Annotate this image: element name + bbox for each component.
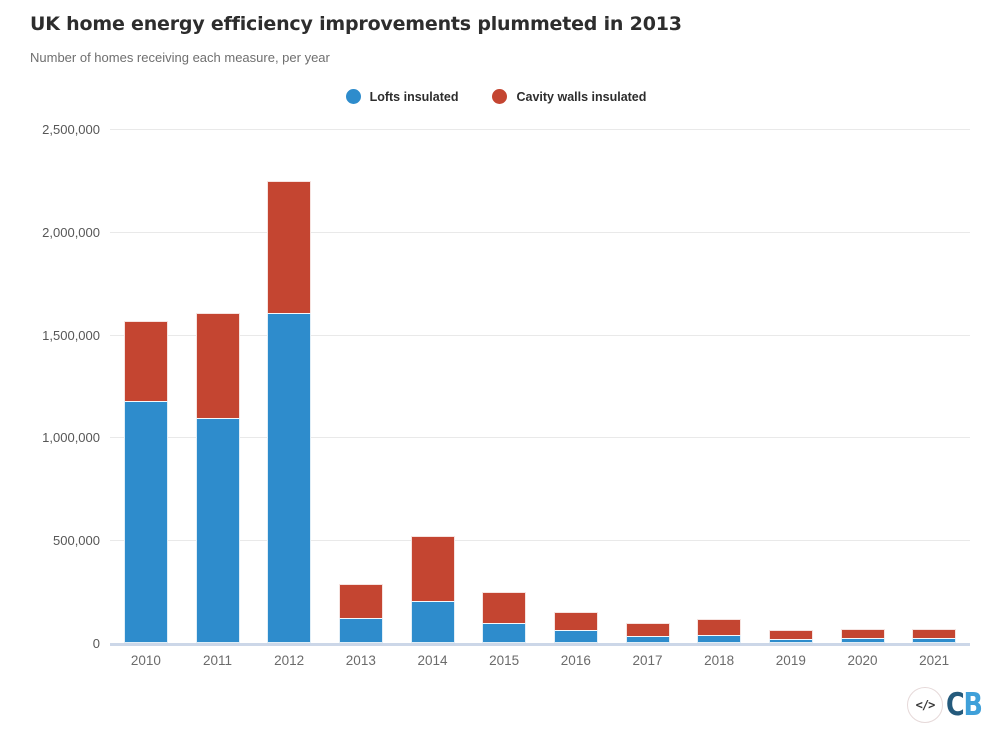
bar-group-2020: [840, 628, 885, 643]
bar-segment-cavity-2015[interactable]: [482, 592, 527, 624]
bar-group-2016: [553, 611, 598, 643]
plot-area: [110, 129, 970, 644]
bar-segment-lofts-2015[interactable]: [482, 623, 527, 643]
y-axis-labels: 0 500,000 1,000,000 1,500,000 2,000,000 2,500…: [0, 122, 100, 651]
bar-group-2018: [697, 618, 742, 643]
bar-group-2015: [482, 592, 527, 643]
bar-segment-cavity-2016[interactable]: [553, 611, 598, 631]
y-tick-label-0: 0: [92, 636, 100, 651]
lofts-legend-dot-icon: [345, 89, 361, 104]
legend-item-lofts[interactable]: Lofts insulated: [345, 89, 459, 104]
bar-segment-cavity-2010[interactable]: [123, 321, 168, 402]
bar-segment-lofts-2017[interactable]: [625, 636, 670, 643]
x-tick-label-2012: 2012: [274, 653, 305, 668]
bar-segment-lofts-2012[interactable]: [267, 313, 312, 643]
bar-segment-lofts-2010[interactable]: [123, 401, 168, 643]
x-tick-label-2010: 2010: [130, 653, 161, 668]
legend-label-cavity: Cavity walls insulated: [516, 89, 647, 104]
bar-group-2012: [267, 181, 312, 643]
y-tick-label-500000: 500,000: [53, 533, 100, 549]
logo-letter-c: C: [946, 687, 965, 723]
bar-group-2010: [123, 321, 168, 643]
x-tick-label-2011: 2011: [202, 653, 233, 668]
bar-segment-lofts-2011[interactable]: [195, 417, 240, 643]
x-axis-line: [110, 643, 970, 646]
bar-group-2013: [338, 584, 383, 643]
gridline-2000000: [110, 231, 970, 233]
bar-segment-lofts-2021[interactable]: [912, 637, 957, 643]
bar-segment-cavity-2011[interactable]: [195, 313, 240, 418]
logo-letter-b: B: [963, 687, 982, 723]
chart-title: UK home energy efficiency improvements p…: [30, 13, 682, 35]
bar-segment-lofts-2019[interactable]: [768, 638, 813, 643]
x-tick-label-2019: 2019: [775, 653, 806, 668]
code-embed-icon: </>: [915, 698, 936, 712]
gridline-2500000: [110, 129, 970, 130]
bar-segment-lofts-2013[interactable]: [338, 618, 383, 643]
bar-segment-cavity-2014[interactable]: [410, 536, 455, 601]
bar-group-2021: [912, 628, 957, 643]
bar-segment-cavity-2012[interactable]: [267, 181, 312, 314]
x-tick-label-2013: 2013: [345, 653, 376, 668]
x-tick-label-2015: 2015: [489, 653, 520, 668]
y-tick-label-2000000: 2,000,000: [42, 224, 100, 240]
carbon-brief-logo[interactable]: CB: [946, 687, 983, 723]
bar-segment-cavity-2021[interactable]: [912, 628, 957, 638]
embed-chart-button[interactable]: </>: [907, 687, 943, 723]
bar-segment-cavity-2019[interactable]: [768, 630, 813, 639]
bar-segment-lofts-2016[interactable]: [553, 630, 598, 643]
x-axis-labels: 2010 2011 2012 2013 2014 2015 2016 2017 2018 2019…: [110, 653, 970, 673]
bar-segment-cavity-2020[interactable]: [840, 628, 885, 638]
bar-group-2019: [768, 630, 813, 643]
bar-segment-lofts-2020[interactable]: [840, 637, 885, 643]
x-tick-label-2018: 2018: [704, 653, 735, 668]
cavity-legend-dot-icon: [492, 89, 508, 104]
gridline-1500000: [110, 334, 970, 336]
x-tick-label-2014: 2014: [417, 653, 448, 668]
x-tick-label-2021: 2021: [919, 653, 950, 668]
bar-segment-lofts-2014[interactable]: [410, 600, 455, 643]
bar-segment-cavity-2013[interactable]: [338, 584, 383, 619]
bar-group-2011: [195, 313, 240, 643]
bar-group-2017: [625, 623, 670, 643]
x-tick-label-2017: 2017: [632, 653, 663, 668]
bar-segment-lofts-2018[interactable]: [697, 634, 742, 643]
x-tick-label-2020: 2020: [847, 653, 878, 668]
bar-segment-cavity-2017[interactable]: [625, 623, 670, 637]
legend-label-lofts: Lofts insulated: [369, 89, 459, 104]
legend: Lofts insulated Cavity walls insulated: [0, 89, 992, 104]
y-tick-label-1000000: 1,000,000: [42, 430, 100, 446]
bar-group-2014: [410, 536, 455, 643]
legend-item-cavity[interactable]: Cavity walls insulated: [492, 89, 646, 104]
gridline-1000000: [110, 437, 970, 439]
x-tick-label-2016: 2016: [560, 653, 591, 668]
gridline-500000: [110, 540, 970, 542]
chart-subtitle: Number of homes receiving each measure, …: [30, 50, 330, 65]
y-tick-label-1500000: 1,500,000: [42, 327, 100, 343]
bar-segment-cavity-2018[interactable]: [697, 618, 742, 635]
y-tick-label-2500000: 2,500,000: [42, 122, 100, 137]
